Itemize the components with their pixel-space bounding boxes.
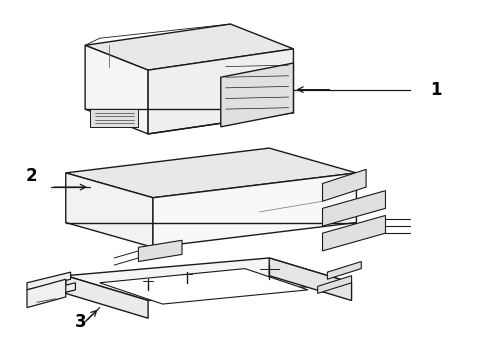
Polygon shape xyxy=(221,63,294,127)
Polygon shape xyxy=(99,269,308,304)
Polygon shape xyxy=(66,148,356,198)
Polygon shape xyxy=(322,169,366,201)
Polygon shape xyxy=(32,283,75,301)
Polygon shape xyxy=(327,261,361,279)
Polygon shape xyxy=(322,191,386,226)
Polygon shape xyxy=(66,276,148,318)
Text: 3: 3 xyxy=(74,313,86,331)
Polygon shape xyxy=(269,258,352,301)
Polygon shape xyxy=(27,279,66,307)
Polygon shape xyxy=(90,109,138,127)
Polygon shape xyxy=(148,49,294,134)
Polygon shape xyxy=(85,45,148,134)
Polygon shape xyxy=(322,215,386,251)
Polygon shape xyxy=(318,276,352,293)
Text: 2: 2 xyxy=(26,167,38,185)
Polygon shape xyxy=(138,240,182,261)
Polygon shape xyxy=(27,272,71,290)
Polygon shape xyxy=(153,173,356,247)
Text: 1: 1 xyxy=(431,81,442,99)
Polygon shape xyxy=(85,24,294,70)
Polygon shape xyxy=(66,258,352,301)
Polygon shape xyxy=(66,173,153,247)
